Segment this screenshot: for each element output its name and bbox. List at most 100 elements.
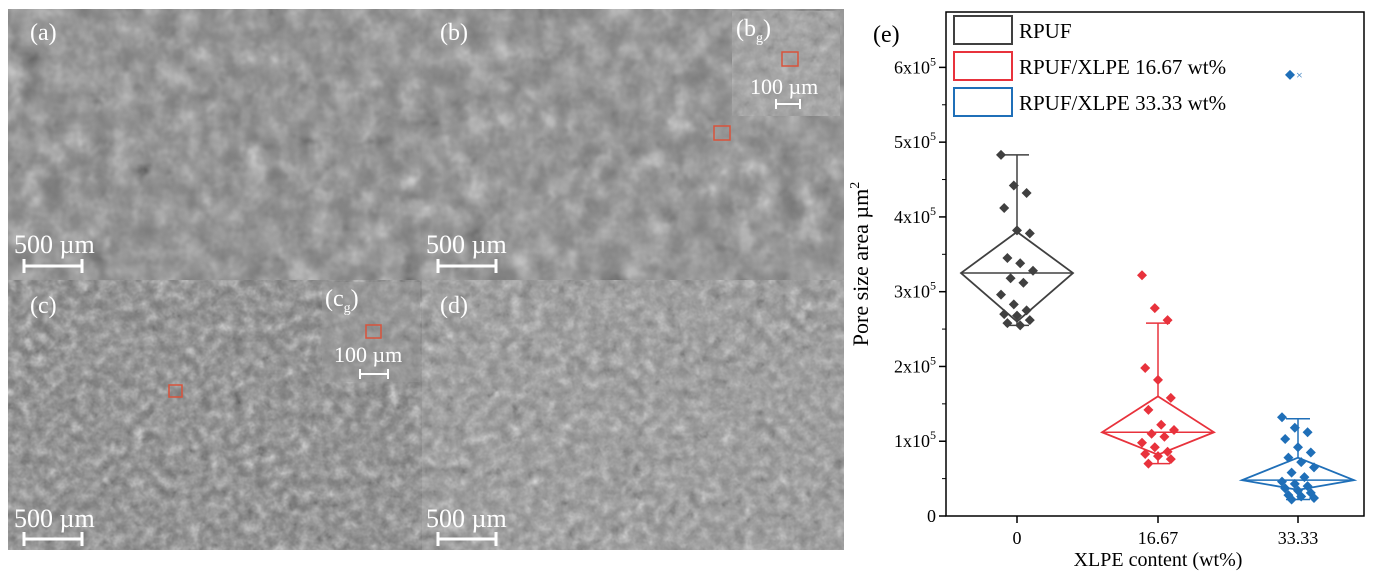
- inset-sub-c: g: [344, 301, 351, 316]
- sem-image-grid: (a) 500 µm (b) (bg) 100 µm 500 µm (c): [8, 9, 844, 550]
- data-point: [1162, 446, 1173, 457]
- data-point: [1146, 428, 1157, 439]
- sem-panel-a: (a) 500 µm: [8, 9, 422, 280]
- chart-panel-label: (e): [873, 22, 900, 48]
- x-tick-label: 16.67: [1138, 528, 1179, 548]
- data-point: [1021, 187, 1032, 198]
- inset-scale-label-c: 100 µm: [334, 342, 402, 367]
- data-point: [1309, 493, 1319, 504]
- data-point: [1169, 425, 1179, 436]
- data-point: [1296, 457, 1307, 468]
- data-point: [1024, 228, 1035, 239]
- data-point: [1162, 315, 1173, 326]
- sem-panel-b: (b) (bg) 100 µm 500 µm: [422, 9, 844, 280]
- data-point: [1024, 315, 1035, 326]
- data-point: [1002, 318, 1013, 329]
- svg-text:(bg): (bg): [736, 16, 771, 46]
- data-point: [1015, 258, 1026, 269]
- data-point: [1008, 180, 1019, 191]
- legend-label: RPUF: [1019, 19, 1072, 43]
- data-point: [1309, 462, 1319, 473]
- data-point: [1165, 392, 1176, 403]
- inset-sub-b: g: [756, 31, 763, 46]
- iqr-diamond: [959, 230, 1075, 323]
- x-axis-title: XLPE content (wt%): [1074, 549, 1243, 571]
- scale-bar-label-c: 500 µm: [14, 504, 95, 533]
- legend-swatch: [953, 15, 1013, 45]
- axis-ticks: 0 1x105 2x105 3x105 4x105 5x105 6x105 0 16.67 33.…: [894, 54, 1318, 548]
- x-tick-label: 33.33: [1278, 528, 1319, 548]
- y-tick-label: 0: [927, 506, 936, 526]
- panel-label-c: (c): [30, 293, 57, 319]
- data-point: [1005, 273, 1016, 284]
- data-point: [1028, 265, 1038, 276]
- inset-label-b: b: [744, 16, 756, 42]
- y-tick-label: 6x105: [894, 54, 936, 77]
- svg-text:(cg): (cg): [325, 286, 359, 316]
- data-point: [1299, 472, 1310, 483]
- data-point: [1286, 467, 1297, 478]
- data-point: [1305, 447, 1316, 458]
- data-point: [1015, 320, 1026, 331]
- data-point: [1021, 305, 1032, 316]
- data-point: [1283, 452, 1294, 463]
- x-tick-label: 0: [1013, 528, 1022, 548]
- inset-scale-label-b: 100 µm: [750, 74, 818, 99]
- y-axis-title: Pore size area µm2: [848, 182, 873, 346]
- data-point: [996, 289, 1006, 300]
- y-tick-label: 5x105: [894, 129, 936, 152]
- data-point: [1143, 404, 1154, 415]
- scale-bar-c: [22, 532, 84, 546]
- data-point: [1140, 362, 1151, 373]
- legend-label: RPUF/XLPE 33.33 wt%: [1019, 91, 1226, 115]
- data-point: [1293, 442, 1303, 453]
- zoom-region-marker-c: [168, 384, 183, 398]
- data-point: [1153, 374, 1163, 385]
- inset-label-c: c: [333, 286, 344, 312]
- panel-label-a: (a): [30, 20, 57, 46]
- outlier-point: [1285, 69, 1295, 80]
- data-point: [1149, 442, 1160, 453]
- inset-c: (cg) 100 µm: [322, 282, 420, 382]
- data-point: [1140, 448, 1151, 459]
- legend: RPUF RPUF/XLPE 16.67 wt% RPUF/XLPE 33.33 w…: [953, 15, 1226, 117]
- inset-scale-bar-b: [775, 99, 801, 109]
- y-tick-label: 3x105: [894, 279, 936, 302]
- inset-marker-c: [365, 324, 382, 339]
- data-point: [1156, 419, 1167, 430]
- scale-bar-b: [436, 259, 498, 273]
- data-point: [1302, 427, 1313, 438]
- data-point: [1149, 303, 1160, 314]
- y-tick-label: 1x105: [894, 428, 936, 451]
- data-point: [999, 309, 1010, 320]
- data-point: [1289, 422, 1300, 433]
- data-point: [1143, 458, 1154, 469]
- data-point: [996, 149, 1006, 160]
- data-points: ×: [996, 68, 1319, 505]
- scale-bar-label-a: 500 µm: [14, 230, 95, 259]
- y-tick-label: 2x105: [894, 353, 936, 376]
- inset-marker-b: [781, 51, 799, 67]
- data-point: [1137, 437, 1147, 448]
- data-point: [1286, 494, 1297, 505]
- sem-panel-c: (c) (cg) 100 µm 500 µm: [8, 280, 422, 550]
- scale-bar-a: [22, 259, 84, 273]
- y-tick-label: 4x105: [894, 204, 936, 227]
- zoom-region-marker-b: [713, 125, 731, 141]
- data-point: [1012, 225, 1022, 236]
- data-point: [1137, 270, 1147, 281]
- data-point: [1008, 299, 1019, 310]
- data-point: [999, 202, 1010, 213]
- plot-frame: [945, 11, 1365, 517]
- panel-label-d: (d): [440, 293, 468, 319]
- inset-b: (bg) 100 µm: [732, 11, 840, 116]
- data-point: [1018, 277, 1029, 288]
- data-point: [1012, 310, 1022, 321]
- scale-bar-d: [436, 532, 498, 546]
- scale-bar-label-d: 500 µm: [426, 504, 507, 533]
- data-point: [1002, 253, 1013, 264]
- data-point: [1153, 451, 1163, 462]
- outlier-cross-icon: ×: [1296, 68, 1303, 82]
- sem-panel-d: (d) 500 µm: [422, 280, 844, 550]
